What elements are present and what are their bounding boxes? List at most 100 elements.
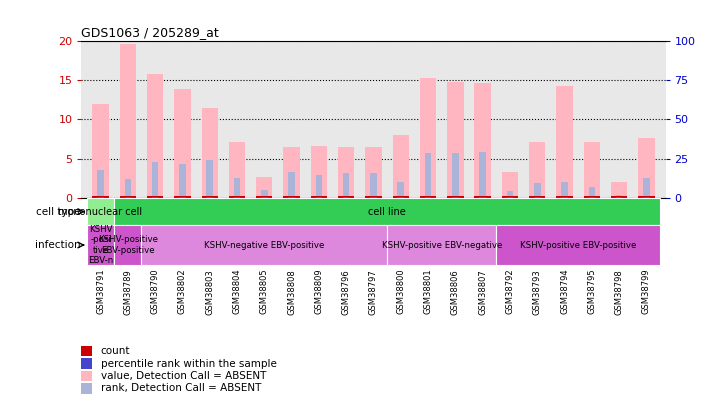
Bar xyxy=(397,197,404,198)
Bar xyxy=(338,196,355,198)
Bar xyxy=(529,143,545,198)
Bar xyxy=(87,225,114,265)
Text: GSM38799: GSM38799 xyxy=(642,269,651,314)
Bar xyxy=(256,196,273,198)
Bar xyxy=(343,197,350,198)
Bar xyxy=(202,196,218,198)
Bar xyxy=(234,197,240,198)
Bar xyxy=(229,143,245,198)
Text: KSHV-positive EBV-negative: KSHV-positive EBV-negative xyxy=(382,241,502,249)
Text: GSM38792: GSM38792 xyxy=(506,269,515,314)
Bar xyxy=(179,164,185,198)
Bar xyxy=(479,152,486,198)
Bar xyxy=(502,172,518,198)
Bar xyxy=(496,225,660,265)
Bar xyxy=(611,182,627,198)
Text: GSM38793: GSM38793 xyxy=(532,269,542,315)
Bar xyxy=(261,190,268,198)
Bar xyxy=(425,197,431,198)
Bar xyxy=(556,196,573,198)
Bar xyxy=(81,371,92,381)
Bar xyxy=(202,109,218,198)
Bar xyxy=(288,173,295,198)
Text: GSM38798: GSM38798 xyxy=(615,269,624,315)
Text: GSM38804: GSM38804 xyxy=(232,269,241,314)
Text: GSM38809: GSM38809 xyxy=(314,269,324,314)
Bar xyxy=(256,177,273,198)
Bar xyxy=(147,196,164,198)
Bar xyxy=(447,196,464,198)
Text: GSM38797: GSM38797 xyxy=(369,269,378,315)
Bar xyxy=(534,197,540,198)
Bar xyxy=(474,196,491,198)
Bar xyxy=(125,197,131,198)
Text: mononuclear cell: mononuclear cell xyxy=(59,207,142,217)
Bar xyxy=(81,346,92,356)
Bar xyxy=(338,147,355,198)
Bar xyxy=(97,170,104,198)
Bar xyxy=(125,179,131,198)
Bar xyxy=(311,146,327,198)
Bar xyxy=(534,183,540,198)
Bar xyxy=(583,196,600,198)
Bar xyxy=(387,225,496,265)
Bar xyxy=(502,196,518,198)
Bar xyxy=(507,197,513,198)
Bar xyxy=(507,190,513,198)
Text: GSM38790: GSM38790 xyxy=(151,269,159,314)
Bar xyxy=(207,197,213,198)
Text: GSM38807: GSM38807 xyxy=(478,269,487,315)
Bar xyxy=(452,153,459,198)
Bar xyxy=(174,90,190,198)
Bar xyxy=(316,197,322,198)
Bar xyxy=(97,197,104,198)
Bar xyxy=(207,160,213,198)
Bar xyxy=(638,139,655,198)
Text: GSM38800: GSM38800 xyxy=(396,269,405,314)
Bar xyxy=(142,225,387,265)
Text: percentile rank within the sample: percentile rank within the sample xyxy=(101,358,277,369)
Text: GSM38794: GSM38794 xyxy=(560,269,569,314)
Bar xyxy=(556,86,573,198)
Bar xyxy=(152,162,159,198)
Bar xyxy=(92,196,109,198)
Bar xyxy=(447,81,464,198)
Bar xyxy=(288,197,295,198)
Text: GSM38789: GSM38789 xyxy=(123,269,132,315)
Bar xyxy=(616,194,622,198)
Text: GSM38795: GSM38795 xyxy=(588,269,596,314)
Bar xyxy=(179,197,185,198)
Bar xyxy=(643,197,650,198)
Bar xyxy=(392,135,409,198)
Bar xyxy=(529,196,545,198)
Bar xyxy=(114,225,142,265)
Bar xyxy=(311,196,327,198)
Text: infection: infection xyxy=(35,240,81,250)
Bar xyxy=(92,104,109,198)
Bar xyxy=(81,358,92,369)
Text: GSM38805: GSM38805 xyxy=(260,269,269,314)
Text: GSM38806: GSM38806 xyxy=(451,269,460,315)
Bar xyxy=(316,175,322,198)
Bar xyxy=(234,178,240,198)
Text: KSHV-positive
EBV-positive: KSHV-positive EBV-positive xyxy=(98,235,158,255)
Bar xyxy=(420,196,436,198)
Text: GDS1063 / 205289_at: GDS1063 / 205289_at xyxy=(81,26,219,39)
Text: rank, Detection Call = ABSENT: rank, Detection Call = ABSENT xyxy=(101,384,261,394)
Text: GSM38803: GSM38803 xyxy=(205,269,215,315)
Text: cell line: cell line xyxy=(368,207,406,217)
Text: GSM38808: GSM38808 xyxy=(287,269,296,315)
Text: count: count xyxy=(101,346,130,356)
Bar xyxy=(616,197,622,198)
Bar xyxy=(370,173,377,198)
Bar xyxy=(343,173,350,198)
Bar xyxy=(392,196,409,198)
Bar xyxy=(452,197,459,198)
Bar xyxy=(643,178,650,198)
Bar xyxy=(174,196,190,198)
Bar xyxy=(87,198,114,225)
Text: KSHV-positive EBV-positive: KSHV-positive EBV-positive xyxy=(520,241,636,249)
Bar xyxy=(611,196,627,198)
Text: cell type: cell type xyxy=(36,207,81,217)
Bar xyxy=(425,153,431,198)
